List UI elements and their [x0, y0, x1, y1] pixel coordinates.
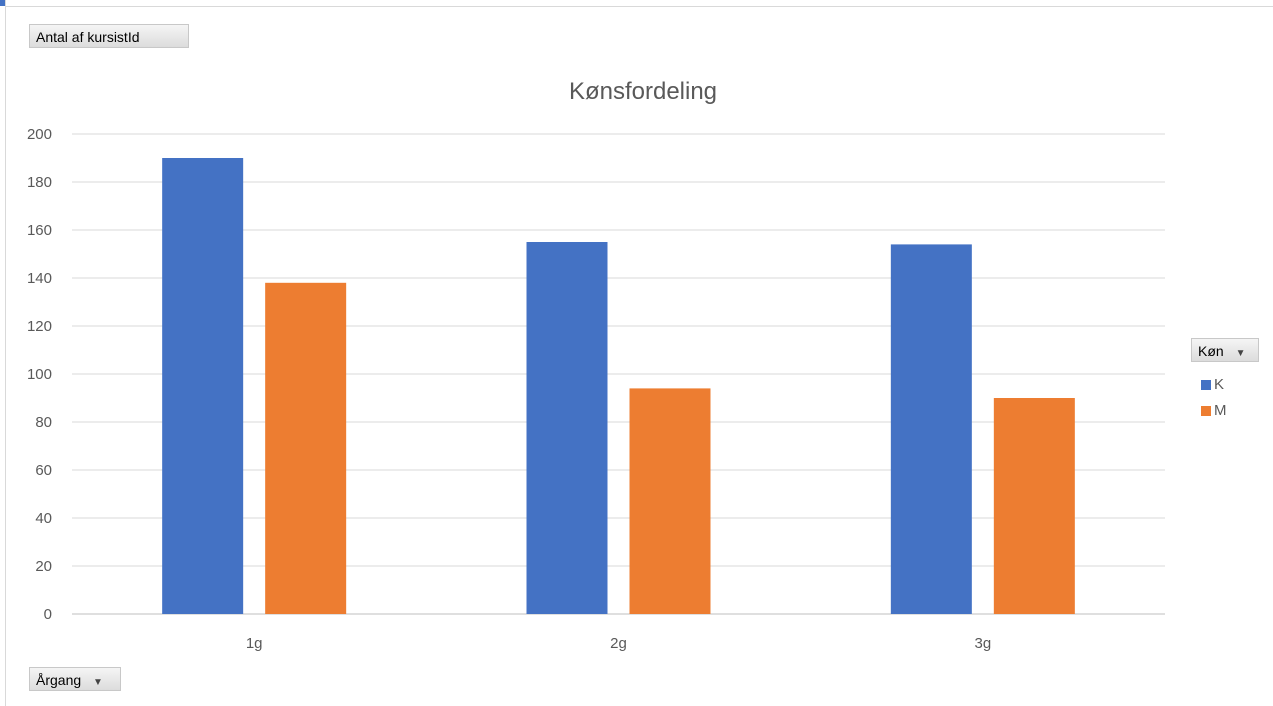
x-axis-labels: 1g 2g 3g: [246, 635, 991, 652]
chart-title: Kønsfordeling: [569, 78, 717, 105]
y-tick-label: 20: [35, 558, 52, 575]
legend-field-label: Køn: [1198, 343, 1224, 359]
x-tick-label: 2g: [610, 635, 627, 652]
bar-k-2g: [526, 242, 608, 614]
y-axis-ticks: 0 20 40 60 80 100 120 140 160 180 200: [27, 126, 52, 623]
chevron-down-icon: ▼: [93, 677, 103, 688]
y-tick-label: 60: [35, 462, 52, 479]
y-tick-label: 180: [27, 174, 52, 191]
y-tick-label: 100: [27, 366, 52, 383]
x-tick-label: 3g: [974, 635, 991, 652]
y-tick-label: 40: [35, 510, 52, 527]
grid-lines: [72, 133, 1165, 615]
y-tick-label: 80: [35, 414, 52, 431]
x-tick-label: 1g: [246, 635, 263, 652]
bar-k-1g: [162, 158, 244, 614]
y-tick-label: 0: [44, 606, 52, 623]
legend-label-k: K: [1214, 376, 1225, 393]
frame-border-top: [5, 6, 1273, 7]
legend-swatch-k: [1201, 380, 1211, 390]
axis-field-label: Årgang: [36, 672, 82, 688]
legend-field-button[interactable]: Køn ▼: [1191, 338, 1259, 362]
bar-m-2g: [629, 388, 711, 614]
axis-field-button[interactable]: Årgang ▼: [29, 667, 121, 691]
legend-item-m: M: [1201, 399, 1227, 423]
legend-swatch-m: [1201, 406, 1211, 416]
values-field-button[interactable]: Antal af kursistId: [29, 24, 189, 48]
y-tick-label: 120: [27, 318, 52, 335]
frame-border-left: [5, 0, 6, 706]
chevron-down-icon: ▼: [1235, 348, 1246, 359]
bars: [162, 158, 1075, 614]
legend: K M: [1201, 373, 1227, 423]
bar-k-3g: [890, 244, 972, 614]
y-tick-label: 140: [27, 270, 52, 287]
bar-m-3g: [993, 398, 1075, 614]
bar-m-1g: [265, 282, 347, 614]
frame-corner: [0, 0, 6, 6]
y-tick-label: 200: [27, 126, 52, 143]
legend-item-k: K: [1201, 373, 1227, 397]
values-field-label: Antal af kursistId: [36, 29, 140, 45]
legend-label-m: M: [1214, 402, 1227, 419]
y-tick-label: 160: [27, 222, 52, 239]
